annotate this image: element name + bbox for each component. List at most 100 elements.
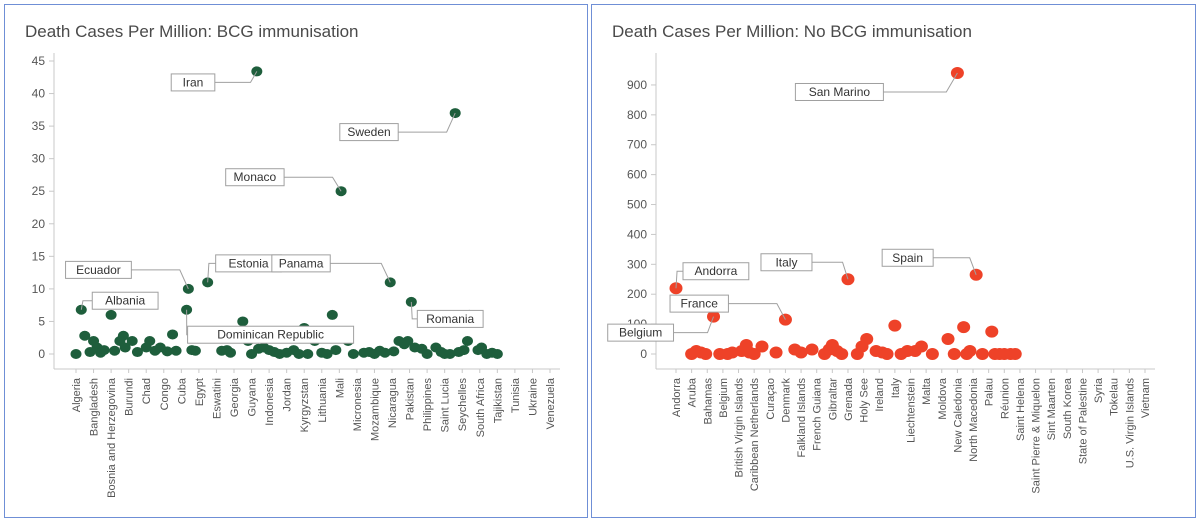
x-tick-label: Caribbean Netherlands bbox=[749, 378, 761, 492]
data-point[interactable] bbox=[941, 333, 955, 346]
annotation-label: Dominican Republic bbox=[217, 328, 324, 342]
data-point[interactable] bbox=[778, 313, 792, 326]
data-point[interactable] bbox=[491, 349, 503, 359]
data-point[interactable] bbox=[330, 345, 342, 356]
data-point[interactable] bbox=[144, 335, 156, 346]
data-point[interactable] bbox=[326, 309, 338, 320]
x-tick-label: Nicaragua bbox=[387, 377, 399, 428]
data-point[interactable] bbox=[835, 348, 849, 360]
data-point[interactable] bbox=[963, 345, 977, 358]
data-point[interactable] bbox=[888, 319, 902, 332]
data-point[interactable] bbox=[458, 345, 470, 356]
data-point[interactable] bbox=[402, 335, 414, 346]
y-tick-label: 300 bbox=[627, 257, 647, 271]
x-tick-label: Saint Pierre & Miquelon bbox=[1031, 378, 1043, 494]
annotation-label: Italy bbox=[775, 255, 797, 269]
data-point[interactable] bbox=[794, 346, 808, 359]
data-point[interactable] bbox=[79, 330, 91, 341]
data-point[interactable] bbox=[769, 346, 783, 359]
y-tick-label: 30 bbox=[32, 152, 46, 166]
x-tick-label: Venezuela bbox=[545, 377, 557, 429]
annotation-leader-line bbox=[675, 270, 683, 289]
x-tick-label: French Guiana bbox=[812, 377, 824, 451]
x-tick-label: Denmark bbox=[780, 378, 792, 423]
annotation-box bbox=[225, 168, 285, 187]
x-tick-label: Saint Lucia bbox=[440, 377, 452, 432]
x-tick-label: Georgia bbox=[229, 377, 241, 417]
data-point[interactable] bbox=[131, 347, 143, 358]
data-point[interactable] bbox=[119, 342, 131, 353]
data-point[interactable] bbox=[105, 309, 117, 320]
y-tick-label: 20 bbox=[32, 217, 46, 231]
data-point[interactable] bbox=[347, 349, 359, 359]
data-point[interactable] bbox=[985, 325, 999, 338]
scatter-plot-bcg: 0 5 10 15 20 25 30 35 40 45 Algeria Bangladesh Bosni… bbox=[32, 53, 560, 498]
data-point[interactable] bbox=[880, 348, 894, 360]
data-point[interactable] bbox=[321, 349, 333, 359]
x-tick-label: Mozambique bbox=[369, 378, 381, 441]
data-point[interactable] bbox=[379, 347, 391, 358]
data-point[interactable] bbox=[70, 349, 82, 359]
x-tick-label: Palau bbox=[984, 378, 996, 406]
data-point[interactable] bbox=[707, 310, 721, 323]
data-point[interactable] bbox=[950, 66, 964, 79]
data-point[interactable] bbox=[224, 347, 236, 358]
x-tick-label: New Caledonia bbox=[952, 377, 964, 452]
data-point[interactable] bbox=[860, 333, 874, 346]
data-point[interactable] bbox=[237, 316, 249, 327]
annotation-leader-line bbox=[883, 72, 958, 93]
x-tick-label: Philippines bbox=[422, 378, 434, 432]
y-tick-label: 600 bbox=[627, 168, 647, 182]
y-tick-label: 10 bbox=[32, 282, 46, 296]
x-tick-label: Guyana bbox=[247, 377, 259, 416]
annotation-box bbox=[794, 82, 884, 101]
data-point[interactable] bbox=[126, 335, 138, 346]
data-point[interactable] bbox=[755, 340, 769, 353]
data-point[interactable] bbox=[975, 348, 989, 360]
data-point[interactable] bbox=[302, 349, 314, 359]
data-point[interactable] bbox=[957, 321, 971, 334]
annotation-box bbox=[607, 323, 675, 342]
data-point[interactable] bbox=[805, 343, 819, 356]
x-tick-label: Curaçao bbox=[765, 378, 777, 420]
x-tick-label: Moldova bbox=[937, 377, 949, 419]
x-tick-label: Jordan bbox=[282, 378, 294, 412]
data-point[interactable] bbox=[117, 330, 129, 341]
data-point[interactable] bbox=[109, 345, 121, 356]
x-tick-label: Malta bbox=[921, 377, 933, 405]
x-tick-label: Italy bbox=[890, 378, 902, 399]
x-tick-label: Egypt bbox=[194, 378, 206, 406]
annotation-box bbox=[187, 325, 355, 344]
data-point[interactable] bbox=[421, 349, 433, 359]
data-point[interactable] bbox=[747, 348, 761, 360]
data-point[interactable] bbox=[914, 340, 928, 353]
data-point[interactable] bbox=[947, 348, 961, 360]
data-point[interactable] bbox=[161, 346, 173, 357]
chart-panel-bcg: Death Cases Per Million: BCG immunisatio… bbox=[4, 4, 588, 518]
x-tick-label: Burundi bbox=[124, 378, 136, 416]
data-point[interactable] bbox=[841, 273, 855, 286]
data-point[interactable] bbox=[969, 268, 983, 281]
annotation-box bbox=[682, 262, 750, 281]
y-tick-label: 900 bbox=[627, 78, 647, 92]
chart-title: Death Cases Per Million: No BCG immunisa… bbox=[612, 22, 972, 41]
data-point[interactable] bbox=[388, 346, 400, 357]
data-point[interactable] bbox=[293, 349, 305, 359]
data-point[interactable] bbox=[167, 329, 179, 340]
data-point[interactable] bbox=[189, 345, 201, 356]
y-tick-label: 15 bbox=[32, 249, 46, 263]
annotation-leader-line bbox=[933, 257, 977, 275]
data-point[interactable] bbox=[461, 335, 473, 346]
data-point[interactable] bbox=[699, 348, 713, 360]
y-tick-label: 400 bbox=[627, 227, 647, 241]
x-tick-label: Bangladesh bbox=[89, 378, 101, 436]
data-point[interactable] bbox=[170, 345, 182, 356]
data-point[interactable] bbox=[1008, 348, 1022, 360]
x-tick-label: U.S. Virgin Islands bbox=[1124, 378, 1136, 469]
data-point[interactable] bbox=[98, 345, 110, 356]
data-point[interactable] bbox=[925, 348, 939, 360]
annotation-label: Estonia bbox=[229, 256, 269, 270]
chart-title: Death Cases Per Million: BCG immunisatio… bbox=[25, 22, 359, 41]
data-point[interactable] bbox=[444, 349, 456, 359]
x-tick-label: Gibraltar bbox=[827, 378, 839, 421]
